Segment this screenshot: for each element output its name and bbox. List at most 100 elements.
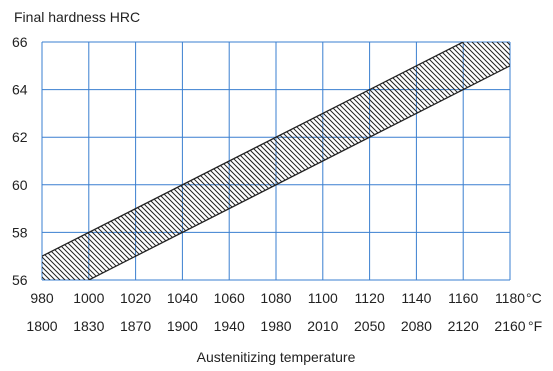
x-tick-label-f: 2120 bbox=[448, 318, 479, 334]
hatch-stroke bbox=[42, 42, 191, 280]
x-tick-label-c: 980 bbox=[30, 290, 54, 306]
hatch-stroke bbox=[124, 42, 426, 280]
hatch-stroke bbox=[42, 42, 181, 280]
hatch-stroke bbox=[189, 42, 491, 280]
x-tick-labels-celsius: 980 1000 1020 1040 1060 1080 1100 1120 1140 1160 1… bbox=[30, 290, 525, 306]
hatch-stroke bbox=[0, 0, 10, 300]
hatch-stroke bbox=[154, 42, 456, 280]
hatch-stroke bbox=[334, 42, 510, 280]
hatch-stroke bbox=[0, 0, 5, 300]
hatch-stroke bbox=[494, 42, 510, 280]
hatch-stroke bbox=[384, 42, 510, 280]
hatch-stroke bbox=[535, 0, 553, 300]
hatch-stroke bbox=[520, 0, 553, 300]
hatch-stroke bbox=[454, 42, 510, 280]
x-tick-label-f: 1870 bbox=[120, 318, 151, 334]
x-tick-label-f: 2010 bbox=[307, 318, 338, 334]
hatch-stroke bbox=[274, 42, 510, 280]
x-tick-label-c: 1000 bbox=[73, 290, 104, 306]
hatch-stroke bbox=[42, 42, 176, 280]
x-tick-label-f: 2050 bbox=[354, 318, 385, 334]
x-tick-label-f: 1830 bbox=[73, 318, 104, 334]
hatch-stroke bbox=[314, 42, 510, 280]
hatch-stroke bbox=[144, 42, 446, 280]
x-tick-label-c: 1120 bbox=[355, 290, 385, 306]
x-tick-label-f: 1800 bbox=[26, 318, 57, 334]
hatch-stroke bbox=[42, 42, 156, 280]
hatch-stroke bbox=[499, 42, 510, 280]
x-axis-title: Austenitizing temperature bbox=[197, 349, 356, 365]
hatch-stroke bbox=[42, 42, 141, 280]
hatch-stroke bbox=[394, 42, 510, 280]
hatch-stroke bbox=[319, 42, 510, 280]
hatch-stroke bbox=[42, 42, 246, 280]
hatch-stroke bbox=[42, 42, 111, 280]
hatch-stroke bbox=[504, 42, 510, 280]
hatch-stroke bbox=[149, 42, 451, 280]
hatch-stroke bbox=[42, 42, 136, 280]
hatch-stroke bbox=[42, 42, 126, 280]
hatch-stroke bbox=[369, 42, 510, 280]
hatch-stroke bbox=[349, 42, 510, 280]
hatch-stroke bbox=[525, 0, 553, 300]
hatch-stroke bbox=[109, 42, 411, 280]
hatch-stroke bbox=[434, 42, 510, 280]
hatch-stroke bbox=[199, 42, 501, 280]
hatch-stroke bbox=[42, 42, 131, 280]
hatch-stroke bbox=[540, 0, 553, 300]
hatch-stroke bbox=[42, 42, 226, 280]
band-boundary-lower bbox=[87, 65, 510, 280]
hatch-stroke bbox=[42, 42, 186, 280]
hatch-stroke bbox=[179, 42, 481, 280]
fahrenheit-unit-label: °F bbox=[528, 318, 542, 334]
x-tick-label-c: 1100 bbox=[308, 290, 338, 306]
hatch-stroke bbox=[344, 42, 510, 280]
hatch-stroke bbox=[164, 42, 466, 280]
hatch-stroke bbox=[469, 42, 510, 280]
hatch-stroke bbox=[449, 42, 510, 280]
hatch-stroke bbox=[459, 42, 510, 280]
hatch-stroke bbox=[404, 42, 510, 280]
x-tick-label-c: 1180 bbox=[495, 290, 525, 306]
hatch-stroke bbox=[399, 42, 510, 280]
y-tick-label: 58 bbox=[12, 224, 28, 240]
hatch-stroke bbox=[530, 0, 553, 300]
hatch-stroke bbox=[324, 42, 510, 280]
x-tick-label-f: 1940 bbox=[214, 318, 245, 334]
x-tick-label-c: 1140 bbox=[401, 290, 431, 306]
hatch-stroke bbox=[414, 42, 510, 280]
y-tick-label: 56 bbox=[12, 272, 28, 288]
hatch-stroke bbox=[42, 42, 196, 280]
hatch-stroke bbox=[42, 42, 286, 280]
hatch-stroke bbox=[42, 42, 166, 280]
hatch-stroke bbox=[444, 42, 510, 280]
hatch-stroke bbox=[259, 42, 510, 280]
band-edges bbox=[42, 42, 510, 280]
hatch-stroke bbox=[409, 42, 510, 280]
x-tick-label-f: 1980 bbox=[260, 318, 291, 334]
hatch-stroke bbox=[134, 42, 436, 280]
hatch-stroke bbox=[329, 42, 510, 280]
hatch-stroke bbox=[374, 42, 510, 280]
y-tick-label: 66 bbox=[12, 34, 28, 50]
y-tick-labels: 56 58 60 62 64 66 bbox=[12, 34, 28, 288]
hatch-stroke bbox=[439, 42, 510, 280]
x-tick-label-c: 1160 bbox=[448, 290, 478, 306]
x-tick-label-c: 1080 bbox=[260, 290, 291, 306]
hatch-stroke bbox=[389, 42, 510, 280]
x-tick-label-f: 2080 bbox=[401, 318, 432, 334]
hatch-stroke bbox=[515, 0, 553, 300]
hatch-stroke bbox=[424, 42, 510, 280]
hatch-stroke bbox=[104, 42, 406, 280]
hatch-stroke bbox=[42, 42, 266, 280]
hatch-stroke bbox=[42, 42, 206, 280]
x-tick-label-f: 1900 bbox=[167, 318, 198, 334]
hatch-stroke bbox=[509, 42, 510, 280]
hatch-stroke bbox=[42, 42, 161, 280]
hatch-stroke bbox=[42, 42, 146, 280]
hatch-stroke bbox=[379, 42, 510, 280]
hatch-stroke bbox=[464, 42, 510, 280]
x-tick-label-f: 2160 bbox=[494, 318, 525, 334]
hatch-stroke bbox=[339, 42, 510, 280]
celsius-unit-label: °C bbox=[526, 290, 542, 306]
